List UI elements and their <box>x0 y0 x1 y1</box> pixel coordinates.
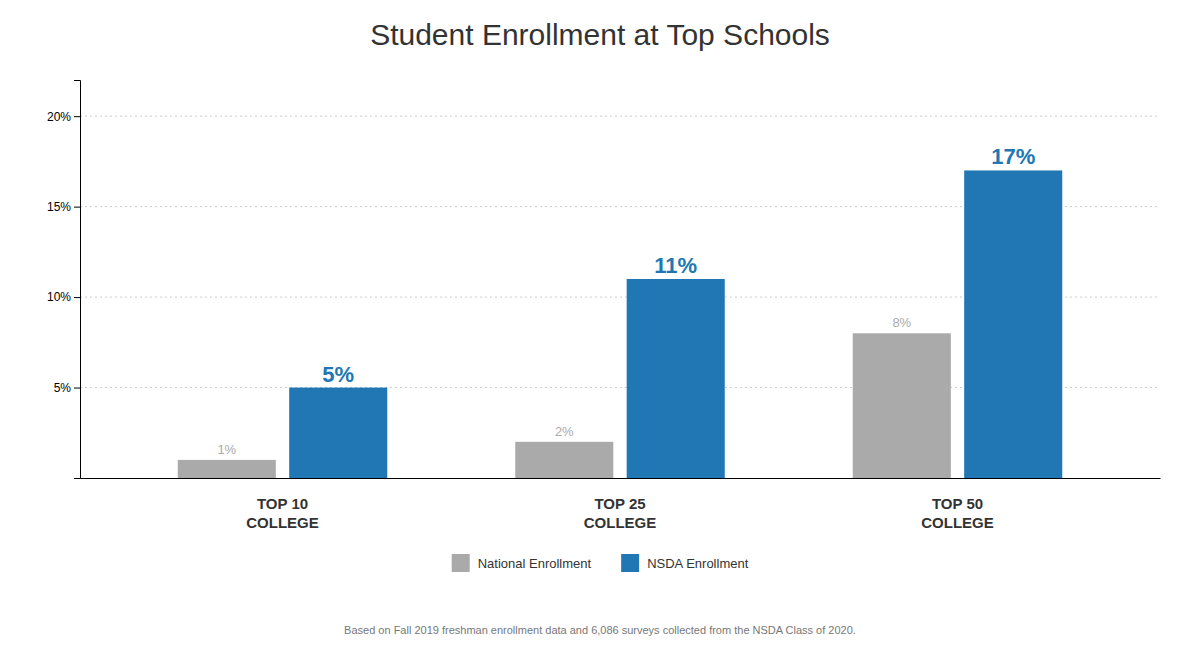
data-label: 11% <box>654 253 697 278</box>
x-tick-label-line: COLLEGE <box>246 514 319 531</box>
grid-line <box>80 116 1160 117</box>
y-tick-label: 15% <box>47 200 71 214</box>
bar <box>964 170 1062 478</box>
y-tick: 15% <box>47 200 80 214</box>
legend-label: NSDA Enrollment <box>647 556 749 571</box>
y-axis: 5% 10% 15% 20% <box>47 81 81 479</box>
y-tick: 10% <box>47 290 80 304</box>
series <box>178 333 951 478</box>
y-tick-mark <box>74 207 80 208</box>
x-tick: TOP 10 COLLEGE <box>246 478 319 531</box>
legend: National Enrollment NSDA Enrollment <box>452 554 749 572</box>
x-tick-label: TOP 25 COLLEGE <box>584 495 657 532</box>
title: Student Enrollment at Top Schools <box>370 18 830 51</box>
x-tick-label-line: COLLEGE <box>584 514 657 531</box>
bar <box>515 442 613 478</box>
x-tick-label-line: COLLEGE <box>921 514 994 531</box>
y-tick-label: 5% <box>54 381 72 395</box>
x-tick-label-line: TOP 10 <box>257 495 308 512</box>
y-tick-label: 10% <box>47 290 71 304</box>
y-tick: 5% <box>54 381 80 395</box>
y-tick-label: 20% <box>47 110 71 124</box>
bar <box>289 388 387 478</box>
y-tick-mark <box>74 297 80 298</box>
x-axis-line <box>81 478 1161 479</box>
legend-swatch <box>621 554 639 572</box>
x-tick-label: TOP 50 COLLEGE <box>921 495 994 532</box>
y-tick-mark <box>74 116 80 117</box>
x-tick-label: TOP 10 COLLEGE <box>246 495 319 532</box>
data-label: 5% <box>322 362 354 387</box>
data-label: 2% <box>555 424 574 439</box>
legend-item: NSDA Enrollment <box>621 554 749 572</box>
bars <box>178 170 1063 478</box>
y-tick-mark <box>74 388 80 389</box>
bar <box>178 460 276 478</box>
bar <box>627 279 725 478</box>
legend-item: National Enrollment <box>452 554 592 572</box>
x-tick: TOP 50 COLLEGE <box>921 478 994 531</box>
legend-swatch <box>452 554 470 572</box>
footnote: Based on Fall 2019 freshman enrollment d… <box>344 624 856 636</box>
data-label: 17% <box>991 144 1035 169</box>
bar <box>853 333 951 478</box>
x-axis: TOP 10 COLLEGE TOP 25 COLLEGE TOP 50 COLLEGE <box>81 478 1161 531</box>
data-label: 8% <box>892 315 911 330</box>
x-tick-label-line: TOP 25 <box>594 495 645 512</box>
data-label: 1% <box>217 442 236 457</box>
data-labels: 1% 2% 8% 5% 11% 17% <box>217 144 1035 456</box>
x-tick-label-line: TOP 50 <box>932 495 983 512</box>
x-tick: TOP 25 COLLEGE <box>584 478 657 531</box>
chart: Student Enrollment at Top Schools 5% 10% 15… <box>0 0 1200 648</box>
y-tick: 20% <box>47 110 80 124</box>
series <box>289 170 1062 478</box>
plot: 5%10%15%20%TOP 10COLLEGETOP 25COLLEGETOP… <box>47 81 1161 532</box>
legend-label: National Enrollment <box>478 556 592 571</box>
y-axis-line <box>74 81 81 479</box>
